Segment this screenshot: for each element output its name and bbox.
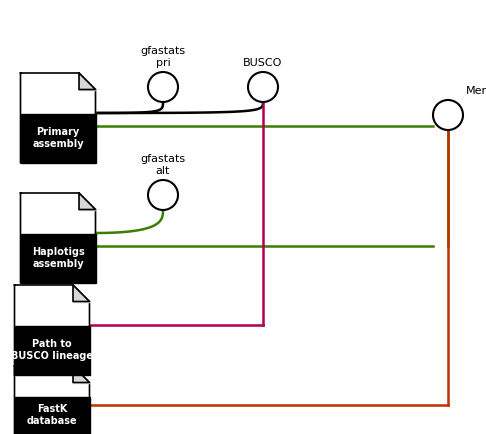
Text: gfastats
alt: gfastats alt <box>140 155 186 176</box>
Polygon shape <box>15 366 89 434</box>
Text: Haplotigs
assembly: Haplotigs assembly <box>32 247 85 269</box>
Text: gfastats
pri: gfastats pri <box>140 46 186 68</box>
Text: FastK
database: FastK database <box>27 404 77 426</box>
Text: Primary
assembly: Primary assembly <box>32 128 84 149</box>
Circle shape <box>248 72 278 102</box>
Circle shape <box>148 72 178 102</box>
Polygon shape <box>20 114 96 163</box>
Polygon shape <box>20 233 96 283</box>
Polygon shape <box>79 193 96 210</box>
Polygon shape <box>15 326 89 375</box>
Circle shape <box>433 100 463 130</box>
Text: BUSCO: BUSCO <box>243 58 283 68</box>
Polygon shape <box>73 285 89 302</box>
Polygon shape <box>20 193 96 283</box>
Polygon shape <box>15 285 89 375</box>
Text: Path to
BUSCO lineage: Path to BUSCO lineage <box>11 339 93 361</box>
Polygon shape <box>20 73 96 163</box>
Circle shape <box>148 180 178 210</box>
Polygon shape <box>79 73 96 89</box>
Polygon shape <box>73 366 89 382</box>
Polygon shape <box>15 397 89 434</box>
Text: MerquryFK: MerquryFK <box>466 86 486 96</box>
